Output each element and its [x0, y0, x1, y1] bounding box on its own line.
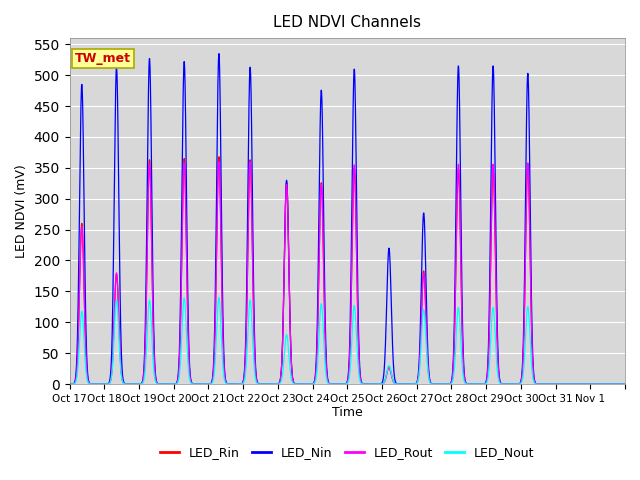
Line: LED_Rout: LED_Rout [70, 162, 625, 384]
LED_Nout [215, 295, 223, 300]
LED_Rin [419, 281, 426, 287]
Title: LED NDVI Channels: LED NDVI Channels [273, 15, 421, 30]
Legend: LED_Rin, LED_Nin, LED_Rout, LED_Nout: LED_Rin, LED_Nin, LED_Rout, LED_Nout [155, 441, 540, 464]
LED_Rin [468, 381, 476, 387]
LED_Nin [611, 381, 619, 387]
LED_Nin [419, 229, 426, 235]
LED_Nin [66, 381, 74, 387]
LED_Nin [621, 381, 629, 387]
LED_Nout [66, 381, 74, 387]
LED_Rout [615, 381, 623, 387]
Text: TW_met: TW_met [76, 52, 131, 65]
LED_Nout [180, 301, 188, 307]
LED_Nout [468, 381, 476, 387]
LED_Rout [503, 381, 511, 387]
LED_Nout [611, 381, 619, 387]
LED_Nin [215, 51, 223, 57]
Line: LED_Rin: LED_Rin [70, 157, 625, 384]
LED_Rin [611, 381, 619, 387]
LED_Nin [503, 381, 511, 387]
LED_Rin [66, 381, 74, 387]
LED_Rin [536, 381, 544, 387]
Line: LED_Nin: LED_Nin [70, 54, 625, 384]
LED_Nin [180, 80, 188, 85]
LED_Nout [621, 381, 629, 387]
LED_Nin [536, 381, 544, 387]
LED_Rin [503, 381, 511, 387]
LED_Rin [180, 170, 188, 176]
LED_Rout [180, 175, 188, 180]
LED_Rin [615, 381, 623, 387]
LED_Rin [215, 154, 223, 160]
LED_Rout [468, 381, 476, 387]
LED_Rout [419, 283, 426, 289]
LED_Rout [621, 381, 629, 387]
LED_Rin [621, 381, 629, 387]
LED_Rout [611, 381, 619, 387]
Line: LED_Nout: LED_Nout [70, 298, 625, 384]
LED_Nout [503, 381, 511, 387]
LED_Nout [536, 381, 544, 387]
LED_Rout [215, 159, 223, 165]
Y-axis label: LED NDVI (mV): LED NDVI (mV) [15, 164, 28, 258]
LED_Nout [419, 315, 426, 321]
LED_Rout [536, 381, 544, 387]
LED_Nout [615, 381, 623, 387]
LED_Nin [468, 381, 476, 387]
X-axis label: Time: Time [332, 407, 363, 420]
LED_Nin [615, 381, 623, 387]
LED_Rout [66, 381, 74, 387]
